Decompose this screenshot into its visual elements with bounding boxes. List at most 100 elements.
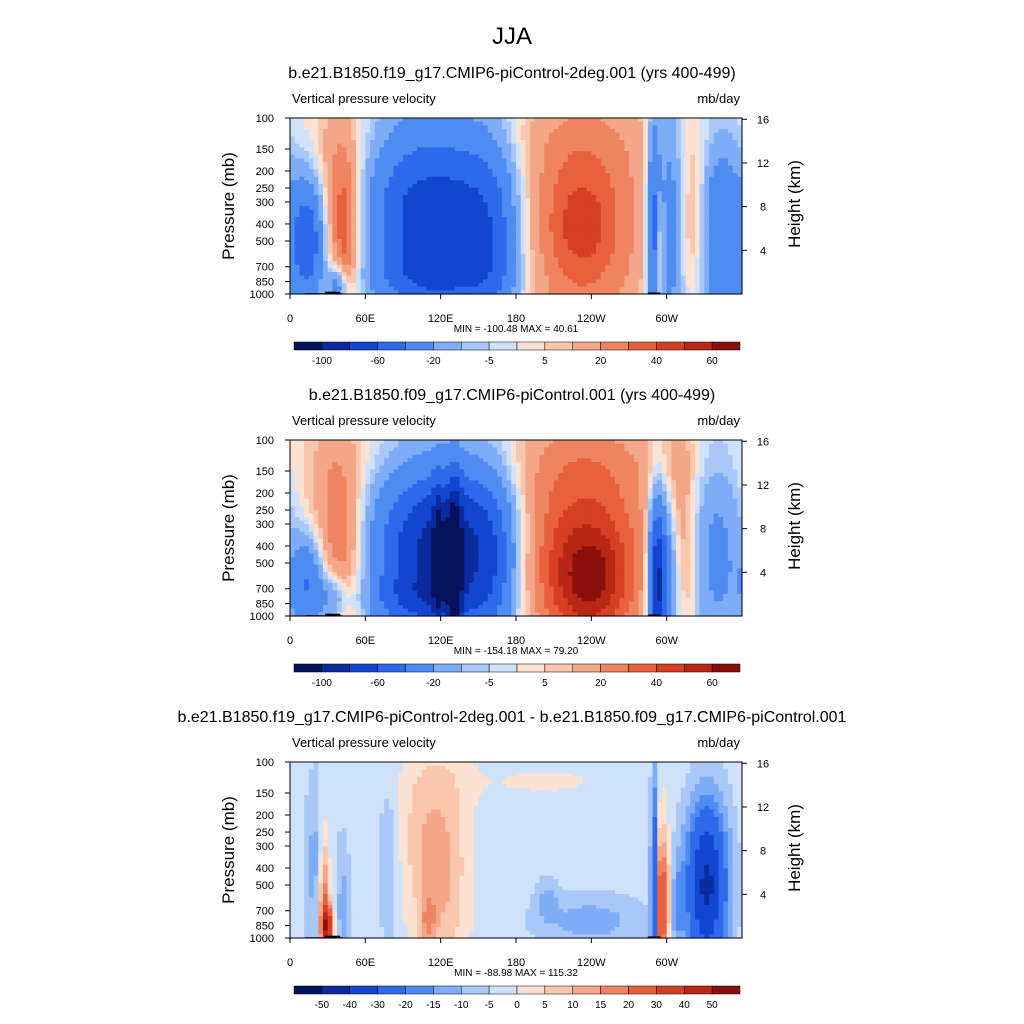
heat-cell: [713, 129, 720, 134]
heat-cell: [384, 279, 390, 284]
heat-cell: [294, 191, 301, 196]
heat-cell: [464, 140, 470, 145]
heat-cell: [318, 275, 324, 280]
heat-cell: [709, 151, 715, 156]
heat-cell: [374, 140, 381, 145]
heat-cell: [374, 231, 381, 236]
heat-cell: [290, 250, 296, 255]
heat-cell: [332, 224, 338, 229]
heat-cell: [548, 187, 555, 192]
heat-cell: [558, 290, 564, 295]
heat-cell: [351, 143, 357, 148]
heat-cell: [600, 253, 607, 258]
heat-cell: [629, 140, 635, 145]
heat-cell: [699, 173, 705, 178]
heat-cell: [341, 198, 348, 203]
heat-cell: [718, 239, 724, 244]
heat-cell: [572, 162, 578, 167]
heat-cell: [605, 125, 611, 130]
heat-cell: [346, 140, 352, 145]
heat-cell: [322, 440, 329, 445]
heat-cell: [539, 143, 545, 148]
heat-cell: [553, 147, 559, 152]
heat-cell: [591, 239, 597, 244]
heat-cell: [690, 176, 696, 181]
heat-cell: [520, 121, 527, 126]
heat-cell: [680, 261, 687, 266]
heat-cell: [624, 143, 630, 148]
heat-cell: [727, 140, 734, 145]
heat-cell: [327, 220, 333, 225]
heat-cell: [398, 220, 404, 225]
heat-cell: [398, 253, 404, 258]
heat-cell: [294, 198, 301, 203]
heat-cell: [360, 206, 366, 211]
y-tick-label: 500: [256, 236, 274, 248]
heat-cell: [412, 202, 418, 207]
heat-cell: [638, 165, 644, 170]
heat-cell: [516, 213, 522, 218]
heat-cell: [591, 162, 597, 167]
heat-cell: [374, 275, 381, 280]
heat-cell: [661, 125, 668, 130]
heat-cell: [563, 180, 569, 185]
heat-cell: [379, 213, 385, 218]
heat-cell: [426, 286, 432, 291]
heat-cell: [633, 180, 640, 185]
heat-cell: [464, 195, 470, 200]
heat-cell: [676, 209, 682, 214]
heat-cell: [365, 250, 371, 255]
heat-cell: [591, 235, 597, 240]
heat-cell: [610, 209, 616, 214]
heat-cell: [468, 235, 475, 240]
heat-cell: [685, 162, 691, 167]
heat-cell: [680, 283, 687, 288]
heat-cell: [699, 184, 705, 189]
heat-cell: [374, 184, 381, 189]
heat-cell: [563, 143, 569, 148]
heat-cell: [657, 125, 663, 130]
heat-cell: [530, 191, 536, 196]
heat-cell: [586, 228, 592, 233]
heat-cell: [327, 125, 333, 130]
heat-cell: [567, 220, 574, 225]
heat-cell: [633, 286, 640, 291]
heat-cell: [322, 180, 329, 185]
heat-cell: [308, 132, 315, 137]
heat-cell: [629, 275, 635, 280]
heat-cell: [384, 242, 390, 247]
heat-cell: [638, 206, 644, 211]
heat-cell: [313, 202, 319, 207]
heat-cell: [487, 136, 494, 141]
heat-cell: [704, 246, 710, 251]
heat-cell: [393, 253, 399, 258]
heat-cell: [666, 235, 672, 240]
heat-cell: [718, 132, 724, 137]
heat-cell: [492, 169, 498, 174]
heat-cell: [435, 184, 442, 189]
heat-cell: [393, 129, 399, 134]
heat-cell: [421, 206, 428, 211]
heat-cell: [379, 253, 385, 258]
heat-cell: [525, 286, 531, 291]
heat-cell: [727, 213, 734, 218]
heat-cell: [647, 162, 654, 167]
heat-cell: [341, 187, 348, 192]
heat-cell: [511, 268, 517, 273]
heat-cell: [417, 239, 423, 244]
heat-cell: [341, 195, 348, 200]
heat-cell: [337, 184, 343, 189]
heat-cell: [661, 184, 668, 189]
heat-cell: [605, 143, 611, 148]
heat-cell: [322, 195, 329, 200]
heat-cell: [313, 279, 319, 284]
heat-cell: [341, 136, 348, 141]
heat-cell: [294, 147, 301, 152]
heat-cell: [704, 184, 710, 189]
heat-cell: [346, 235, 352, 240]
heat-cell: [530, 224, 536, 229]
heat-cell: [379, 169, 385, 174]
heat-cell: [581, 169, 588, 174]
heat-cell: [299, 154, 305, 159]
heat-cell: [680, 242, 687, 247]
